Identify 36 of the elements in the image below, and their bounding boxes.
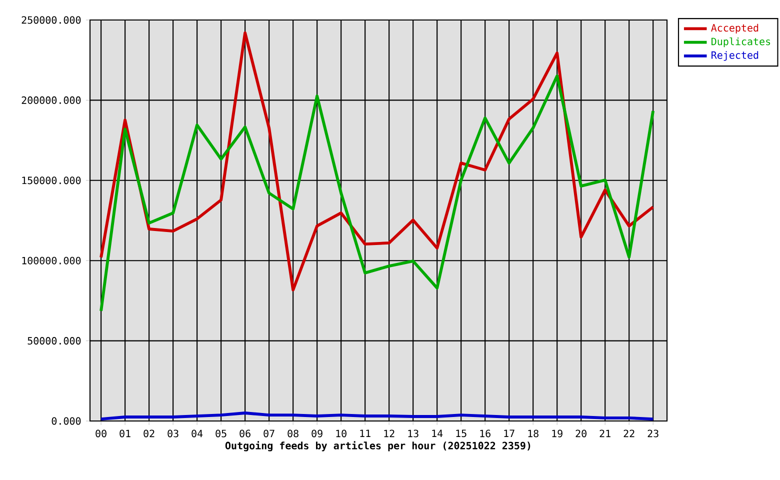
x-tick-label: 06 [240,430,250,438]
y-tick-label: 100000.000 [22,256,81,264]
x-tick-label: 14 [432,430,443,437]
x-tick-label: 13 [408,430,418,438]
x-tick-label: 20 [576,430,586,438]
legend-label: Accepted [711,24,758,34]
x-tick-label: 16 [480,430,490,438]
x-tick-label: 01 [120,430,130,438]
x-tick-label: 18 [528,430,538,438]
x-tick-label: 23 [648,430,658,438]
x-tick-label: 09 [312,430,322,438]
x-tick-label: 10 [336,430,346,438]
x-tick-label: 22 [624,430,634,438]
x-tick-label: 17 [504,430,514,437]
x-tick-label: 21 [600,430,610,438]
x-tick-label: 03 [168,430,178,438]
x-tick-label: 15 [456,430,466,438]
line-series [100,74,655,312]
y-tick-label: 250000.000 [22,16,81,24]
x-tick-label: 00 [96,430,106,438]
x-tick-label: 19 [552,430,562,438]
x-tick-label: 11 [360,430,370,437]
x-tick-label: 05 [216,430,226,438]
legend-label: Duplicates [712,37,770,48]
x-axis-title: Outgoing feeds by articles per hour (20251022 2359) [225,441,530,452]
legend-label: Rejected [712,51,758,61]
y-tick-label: 50000.000 [28,337,81,345]
x-tick-label: 07 [264,430,274,438]
x-tick-label: 02 [144,430,154,438]
line-series [100,31,655,292]
x-tick-label: 12 [384,430,394,438]
x-tick-label: 08 [288,430,298,438]
y-tick-label: 200000.000 [22,96,81,104]
y-tick-label: 0.000 [52,417,81,425]
x-tick-label: 04 [192,430,203,438]
y-tick-label: 150000.000 [22,176,81,184]
